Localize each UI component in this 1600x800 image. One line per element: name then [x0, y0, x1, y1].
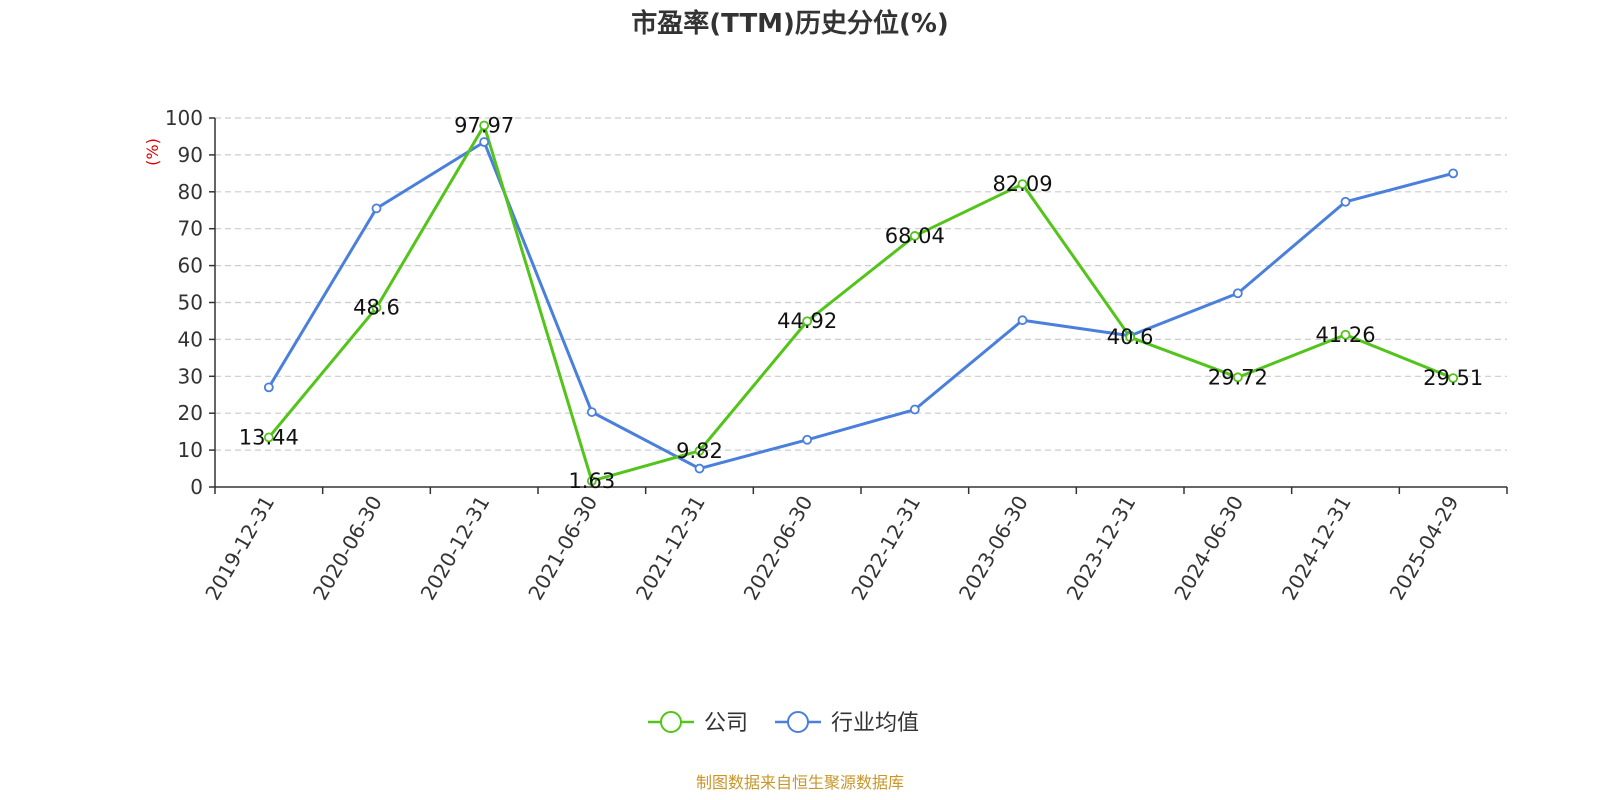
data-point	[694, 463, 705, 474]
x-tick-label: 2022-06-30	[739, 492, 818, 605]
y-tick-label: 30	[178, 364, 203, 388]
data-label: 68.04	[885, 224, 945, 248]
x-tick-label: 2025-04-29	[1385, 492, 1464, 605]
x-tick-label: 2019-12-31	[200, 492, 279, 605]
y-tick-label: 20	[178, 401, 203, 425]
x-tick-label: 2023-12-31	[1062, 492, 1141, 605]
x-tick-label: 2023-06-30	[954, 492, 1033, 605]
y-tick-label: 0	[190, 475, 203, 499]
legend-label: 行业均值	[831, 711, 919, 736]
data-point	[586, 476, 597, 486]
axes: 0 10 20 30 40 50 60 70 80 90 100(%) 2019-12-31 2020-…	[143, 106, 1508, 605]
data-point	[371, 302, 382, 313]
data-point	[1448, 168, 1459, 179]
chart-title: 市盈率(TTM)历史分位(%)	[631, 8, 949, 39]
data-point	[694, 445, 705, 456]
series-lines	[263, 120, 1459, 486]
data-point	[371, 203, 382, 214]
y-tick-label: 10	[178, 438, 203, 462]
data-point	[1232, 372, 1243, 383]
data-point	[263, 382, 274, 393]
data-label: 29.72	[1208, 365, 1268, 389]
y-tick-label: 70	[178, 217, 203, 241]
data-point	[1017, 179, 1028, 189]
data-label: 97.97	[454, 113, 514, 137]
data-point	[479, 137, 490, 147]
y-tick-label: 40	[178, 327, 203, 351]
y-tick-label: 90	[178, 143, 203, 167]
data-point	[802, 434, 813, 445]
data-label: 41.26	[1315, 323, 1375, 347]
data-point	[1340, 329, 1351, 340]
gridlines	[215, 117, 1507, 451]
data-point	[1125, 332, 1136, 343]
y-tick-label: 100	[165, 106, 203, 130]
data-label: 40.6	[1107, 325, 1154, 349]
data-point	[802, 316, 813, 327]
data-label: 48.6	[353, 296, 400, 320]
data-point	[586, 407, 597, 417]
x-tick-label: 2024-12-31	[1277, 492, 1356, 605]
data-point	[479, 120, 490, 131]
data-point	[263, 432, 274, 443]
data-label: 29.51	[1423, 366, 1483, 390]
data-point	[1017, 315, 1028, 326]
data-point	[909, 231, 920, 241]
legend-marker-icon	[660, 711, 682, 733]
x-tick-label: 2022-12-31	[846, 491, 925, 604]
y-tick-label: 60	[178, 254, 203, 278]
series-line-company	[267, 123, 1454, 483]
x-tick-label: 2021-12-31	[631, 492, 710, 605]
data-label: 44.92	[777, 309, 837, 333]
x-tick-label: 2020-12-31	[416, 491, 495, 604]
legend-item-industry[interactable]: 行业均值	[775, 711, 919, 736]
data-label: 1.63	[568, 469, 615, 493]
data-label: 13.44	[239, 425, 299, 449]
y-tick-label: 50	[178, 291, 203, 315]
legend[interactable]: 公司 行业均值	[648, 711, 919, 736]
x-tick-label: 2021-06-30	[523, 492, 602, 605]
legend-item-company[interactable]: 公司	[648, 711, 748, 736]
data-point	[1340, 196, 1351, 207]
legend-marker-icon	[787, 711, 809, 733]
data-point	[909, 404, 920, 415]
source-note: 制图数据来自恒生聚源数据库	[696, 773, 904, 792]
x-tick-label: 2020-06-30	[308, 492, 387, 605]
x-tick-label: 2024-06-30	[1169, 492, 1248, 605]
y-axis-unit-label: (%)	[143, 138, 162, 166]
data-point	[1448, 373, 1459, 384]
data-point	[1232, 288, 1243, 299]
legend-label: 公司	[704, 711, 748, 736]
y-tick-label: 80	[178, 180, 203, 204]
data-label: 82.09	[992, 172, 1052, 196]
data-label: 9.82	[676, 439, 723, 463]
data-labels: 13.44 48.6 97.97 1.63 9.82 44.92 68.04 82.09 40.…	[239, 113, 1483, 492]
